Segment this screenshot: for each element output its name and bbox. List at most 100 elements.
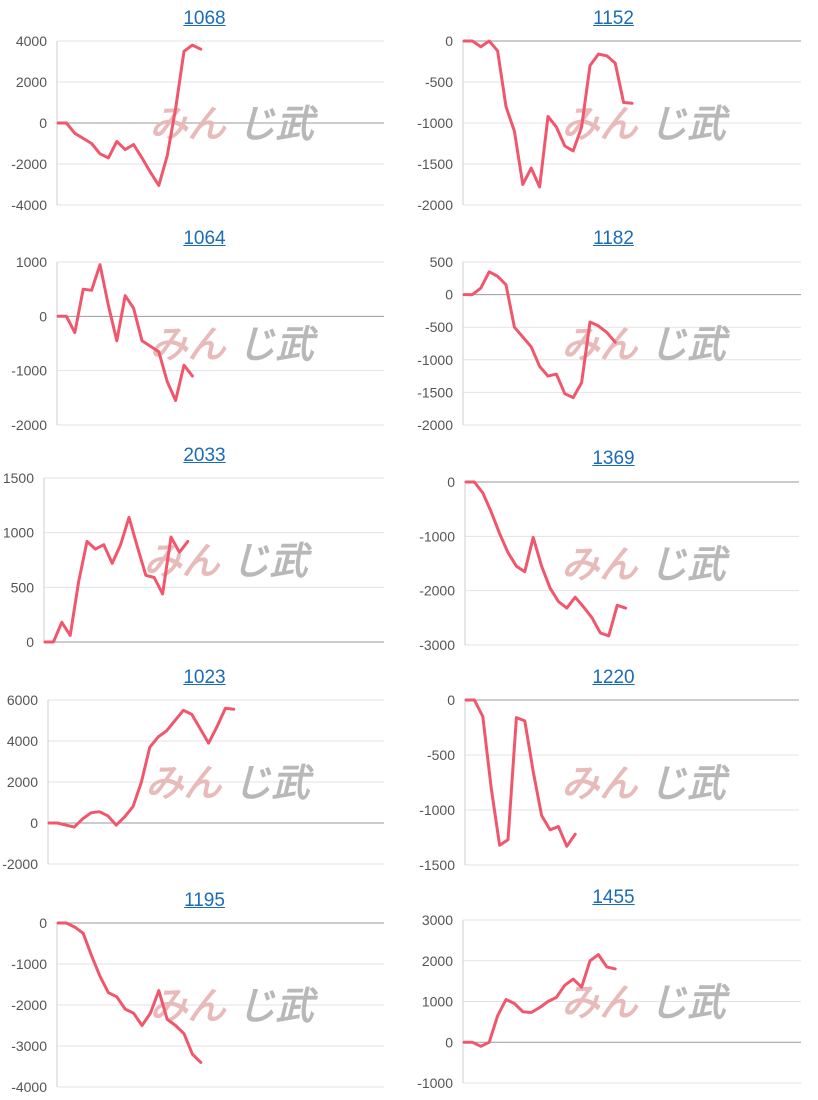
y-tick-label: -3000 <box>419 637 455 653</box>
y-tick-label: 4000 <box>16 33 47 49</box>
line-chart: 4000 2000 0 -2000 -4000 みん じ武 <box>11 33 384 213</box>
chart-title-link[interactable]: 1455 <box>592 887 635 908</box>
chart-panel-1152: 1152 0 -500 -1000 -1500 -2000 みん じ武 <box>409 0 818 220</box>
watermark-kanji: じ武 <box>649 762 730 806</box>
chart-title-link[interactable]: 1220 <box>592 667 635 688</box>
series-line <box>462 953 617 1048</box>
chart-title-link[interactable]: 1195 <box>184 890 225 911</box>
watermark-kanji: じ武 <box>650 981 731 1025</box>
y-tick-label: -1000 <box>417 115 453 131</box>
chart-panel-1023: 1023 6000 4000 2000 0 -2000 みん じ武 <box>0 660 409 880</box>
watermark-kana: みん <box>561 543 638 587</box>
y-tick-label: -2000 <box>11 156 47 172</box>
chart-panel-2033: 2033 1500 1000 500 0 みん じ武 <box>0 440 409 660</box>
watermark-logo: みん じ武 <box>150 323 319 367</box>
series-line <box>47 706 236 829</box>
series-line <box>56 921 203 1064</box>
y-tick-label: -1000 <box>417 352 453 368</box>
y-tick-label: 0 <box>39 308 47 324</box>
watermark-logo: みん じ武 <box>150 102 319 146</box>
watermark-logo: みん じ武 <box>561 543 730 587</box>
chart-panel-1182: 1182 500 0 -500 -1000 -1500 -2000 みん じ武 <box>409 220 818 440</box>
y-tick-label: 2000 <box>422 953 453 969</box>
y-tick-label: -2000 <box>2 856 38 872</box>
y-tick-label: -1500 <box>417 156 453 172</box>
watermark-logo: みん じ武 <box>144 539 313 583</box>
y-tick-label: -1000 <box>11 956 47 972</box>
series-line <box>43 515 190 644</box>
y-tick-label: 1500 <box>3 470 34 486</box>
watermark-logo: みん じ武 <box>145 761 314 805</box>
y-tick-label: 1000 <box>422 994 453 1010</box>
line-chart: 0 -1000 -2000 -3000 -4000 みん じ武 <box>11 915 384 1095</box>
watermark-kanji: じ武 <box>233 761 314 805</box>
y-tick-label: 0 <box>26 634 34 650</box>
chart-title-link[interactable]: 1182 <box>593 228 634 249</box>
y-tick-label: 2000 <box>7 774 38 790</box>
y-tick-label: -1000 <box>417 1075 453 1091</box>
y-tick-label: -2000 <box>419 583 455 599</box>
y-tick-label: -1000 <box>419 802 455 818</box>
watermark-kanji: じ武 <box>650 323 731 367</box>
watermark-kanji: じ武 <box>238 102 319 146</box>
y-tick-label: 1000 <box>16 254 47 270</box>
watermark-kana: みん <box>562 981 639 1025</box>
watermark-kana: みん <box>145 761 222 805</box>
chart-title-link[interactable]: 1064 <box>183 228 226 249</box>
watermark-kanji: じ武 <box>238 984 319 1028</box>
series-line <box>56 43 203 187</box>
y-tick-label: 500 <box>430 254 454 270</box>
y-tick-label: 0 <box>447 692 455 708</box>
y-tick-label: 3000 <box>422 912 453 928</box>
y-tick-label: -4000 <box>11 1079 47 1095</box>
y-tick-label: 0 <box>445 33 453 49</box>
watermark-logo: みん じ武 <box>150 984 319 1028</box>
watermark-kana: みん <box>562 102 639 146</box>
watermark-logo: みん じ武 <box>562 102 731 146</box>
chart-panel-1220: 1220 0 -500 -1000 -1500 みん じ武 <box>409 660 818 880</box>
chart-panel-1064: 1064 1000 0 -1000 -2000 みん じ武 <box>0 220 409 440</box>
y-tick-label: -2000 <box>417 197 453 213</box>
chart-title-link[interactable]: 1068 <box>183 8 226 29</box>
chart-panel-1068: 1068 4000 2000 0 -2000 -4000 みん じ武 <box>0 0 409 220</box>
y-tick-label: 1000 <box>3 525 34 541</box>
series-line <box>462 270 617 400</box>
series-line <box>56 263 194 402</box>
y-tick-label: -2000 <box>11 997 47 1013</box>
y-tick-label: -1500 <box>417 384 453 400</box>
chart-title-link[interactable]: 2033 <box>183 445 226 466</box>
chart-title-link[interactable]: 1152 <box>593 8 634 29</box>
y-tick-label: -500 <box>425 74 453 90</box>
y-tick-label: -500 <box>427 747 455 763</box>
watermark-kana: みん <box>562 323 639 367</box>
chart-title-link[interactable]: 1023 <box>183 667 226 688</box>
y-tick-label: -4000 <box>11 197 47 213</box>
y-tick-label: 0 <box>447 474 455 490</box>
watermark-kanji: じ武 <box>650 102 731 146</box>
y-tick-label: -2000 <box>11 417 47 433</box>
line-chart: 1000 0 -1000 -2000 みん じ武 <box>11 254 384 433</box>
y-tick-label: 6000 <box>7 692 38 708</box>
y-tick-label: 0 <box>30 815 38 831</box>
watermark-kana: みん <box>561 762 638 806</box>
y-tick-label: 2000 <box>16 74 47 90</box>
line-chart: 0 -500 -1000 -1500 みん じ武 <box>419 692 799 873</box>
line-chart: 1500 1000 500 0 みん じ武 <box>3 470 384 650</box>
series-line <box>464 698 577 848</box>
series-line <box>464 480 628 638</box>
y-tick-label: -2000 <box>417 417 453 433</box>
y-tick-label: 0 <box>39 915 47 931</box>
y-tick-label: 0 <box>445 287 453 303</box>
y-tick-label: -1000 <box>11 363 47 379</box>
y-tick-label: 0 <box>445 1034 453 1050</box>
line-chart: 6000 4000 2000 0 -2000 みん じ武 <box>2 692 384 872</box>
line-chart: 0 -1000 -2000 -3000 みん じ武 <box>419 474 799 653</box>
watermark-logo: みん じ武 <box>562 981 731 1025</box>
watermark-kanji: じ武 <box>238 323 319 367</box>
watermark-logo: みん じ武 <box>562 323 731 367</box>
chart-title-link[interactable]: 1369 <box>592 448 635 469</box>
watermark-kana: みん <box>150 102 227 146</box>
y-tick-label: 4000 <box>7 733 38 749</box>
chart-panel-1455: 1455 3000 2000 1000 0 -1000 みん じ武 <box>409 880 818 1100</box>
y-tick-label: -1500 <box>419 857 455 873</box>
